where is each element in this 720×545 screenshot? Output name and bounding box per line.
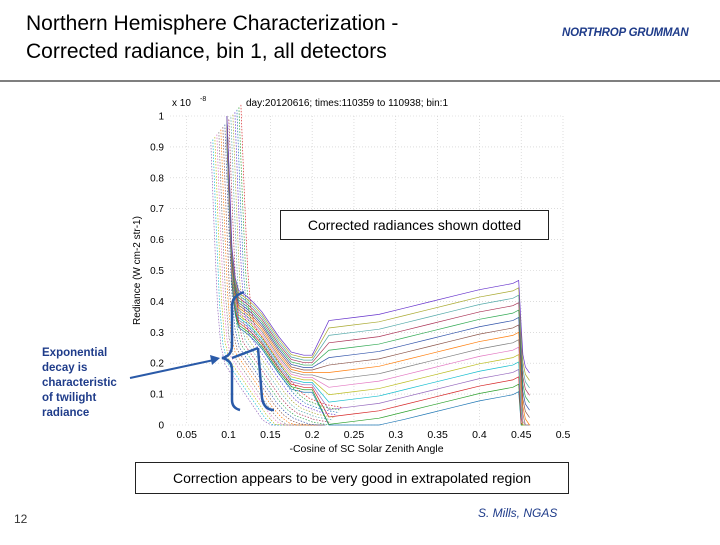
callout-arrowhead <box>210 355 220 365</box>
y-tick-label: 0 <box>158 421 164 432</box>
series-line <box>226 115 530 389</box>
series-line <box>226 117 530 411</box>
x-tick-label: 0.05 <box>177 429 198 441</box>
y-tick-label: 0.9 <box>150 142 164 153</box>
y-tick-label: 0.6 <box>150 235 164 246</box>
series-dotted-line <box>210 141 313 426</box>
x-tick-label: 0.3 <box>388 429 403 441</box>
series-line <box>226 115 530 374</box>
twilight-callout-text: Exponential decay is characteristic of t… <box>42 347 117 419</box>
curly-brace <box>221 290 245 412</box>
series-dotted-line <box>238 107 341 411</box>
y-tick-label: 0.4 <box>150 297 164 308</box>
series-dotted-line <box>218 132 321 426</box>
title-line-1: Northern Hemisphere Characterization - <box>26 12 399 35</box>
chart-title: day:20120616; times:110359 to 110938; bi… <box>246 98 448 109</box>
y-scale-label: x 10 <box>172 98 191 109</box>
series-line <box>226 124 530 426</box>
x-tick-label: 0.5 <box>556 429 571 441</box>
callout-arrow-line <box>129 359 215 379</box>
x-tick-label: 0.35 <box>427 429 448 441</box>
series-dotted-line <box>214 136 317 426</box>
y-tick-label: 0.3 <box>150 328 164 339</box>
slide-title: Northern Hemisphere Characterization - C… <box>26 10 466 66</box>
brace-tail <box>256 347 275 412</box>
series-line <box>226 141 530 426</box>
title-line-2: Corrected radiance, bin 1, all detectors <box>26 40 387 63</box>
x-tick-label: 0.1 <box>221 429 236 441</box>
series-line <box>226 129 530 426</box>
correction-annotation-box: Correction appears to be very good in ex… <box>135 462 569 494</box>
y-tick-label: 0.5 <box>150 266 164 277</box>
northrop-grumman-logo: NORTHROP GRUMMAN <box>562 27 689 39</box>
x-tick-label: 0.2 <box>305 429 320 441</box>
y-tick-label: 0.1 <box>150 390 164 401</box>
series-dotted-line <box>222 127 325 426</box>
series-line <box>226 122 530 426</box>
x-tick-label: 0.15 <box>260 429 281 441</box>
header-divider <box>0 80 720 82</box>
x-axis-label: -Cosine of SC Solar Zenith Angle <box>289 443 443 455</box>
slide-number: 12 <box>14 512 28 526</box>
y-axis-label: Rediance (W cm-2 str-1) <box>132 216 143 325</box>
x-tick-label: 0.45 <box>511 429 532 441</box>
series-dotted-line <box>236 109 339 413</box>
dotted-annotation-box: Corrected radiances shown dotted <box>280 210 549 240</box>
series-dotted-line <box>220 129 323 426</box>
brace-pointer <box>231 346 259 360</box>
x-tick-label: 0.4 <box>472 429 487 441</box>
y-tick-label: 0.2 <box>150 359 164 370</box>
credit-text: S. Mills, NGAS <box>478 506 558 520</box>
series-line <box>226 127 530 426</box>
y-tick-label: 0.8 <box>150 173 164 184</box>
series-dotted-line <box>228 119 331 423</box>
series-line <box>226 115 530 396</box>
series-line <box>226 119 530 418</box>
x-tick-label: 0.25 <box>344 429 365 441</box>
y-scale-exponent: -8 <box>200 96 206 103</box>
series-dotted-line <box>226 122 329 426</box>
series-dotted-line <box>240 104 343 409</box>
series-dotted-line <box>232 114 335 418</box>
series-line <box>226 136 530 426</box>
series-line <box>226 115 530 403</box>
y-tick-label: 1 <box>158 112 164 123</box>
series-line <box>226 139 530 426</box>
y-tick-label: 0.7 <box>150 204 164 215</box>
